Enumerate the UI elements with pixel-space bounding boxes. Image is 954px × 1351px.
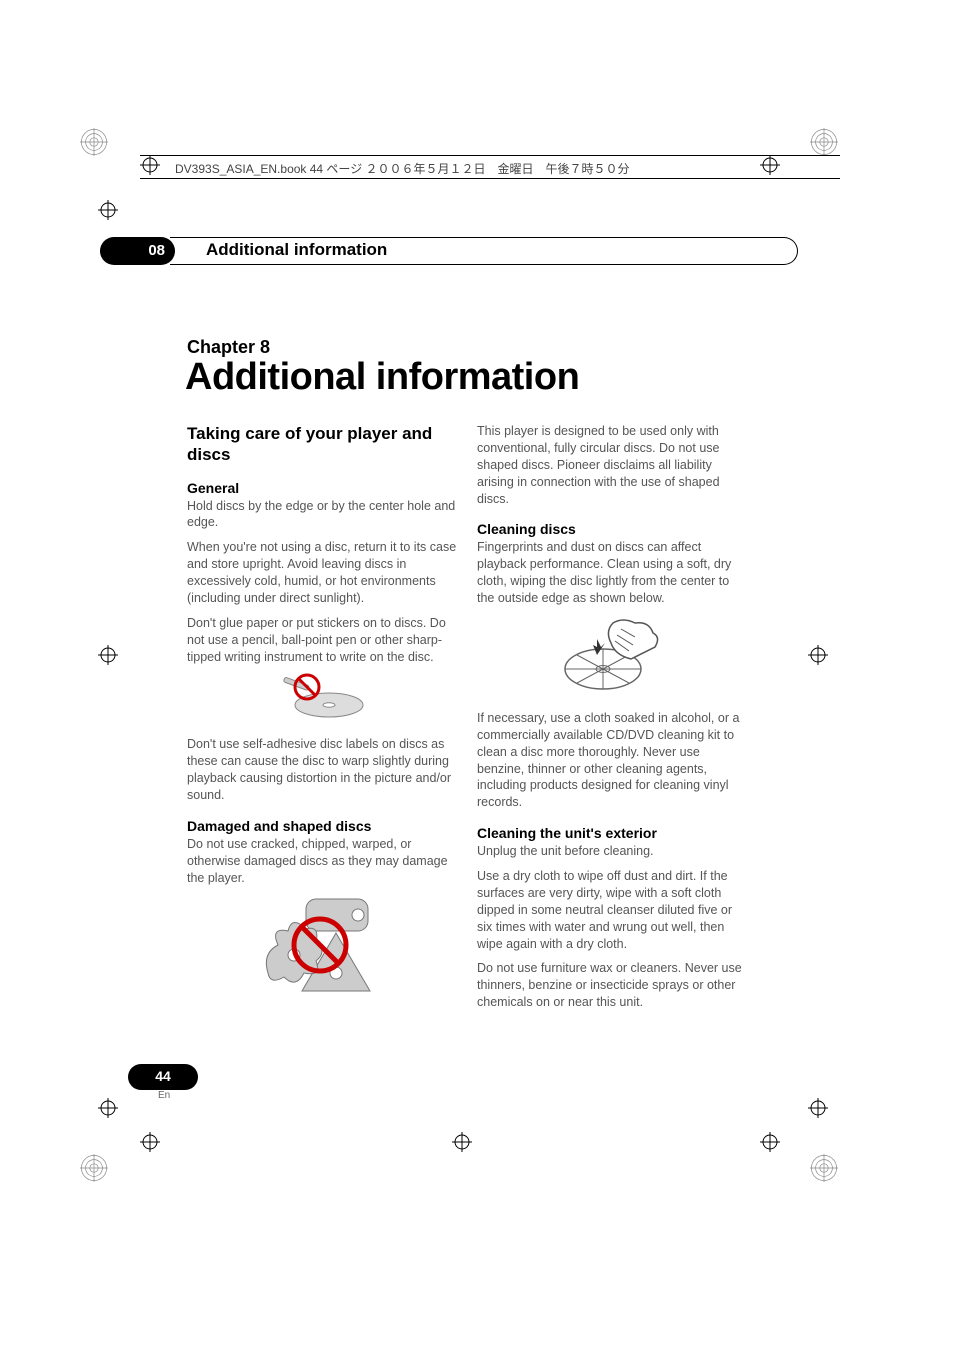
crosshair-icon <box>760 155 780 175</box>
section-header-bar: 08 Additional information <box>100 237 800 267</box>
page-number-pill: 44 <box>128 1064 198 1090</box>
paragraph: This player is designed to be used only … <box>477 423 747 507</box>
shaped-discs-prohibited-figure <box>187 895 457 1000</box>
paragraph: Do not use cracked, chipped, warped, or … <box>187 836 457 887</box>
hand-wiping-disc-figure <box>477 615 747 700</box>
paragraph: When you're not using a disc, return it … <box>187 539 457 607</box>
registration-mark-bottom-right <box>810 1154 838 1182</box>
crosshair-icon <box>808 1098 828 1118</box>
paragraph: Fingerprints and dust on discs can affec… <box>477 539 747 607</box>
crosshair-icon <box>452 1132 472 1152</box>
chapter-title: Additional information <box>185 356 579 399</box>
header-rule <box>140 178 840 179</box>
crosshair-icon <box>98 200 118 220</box>
paragraph: Don't glue paper or put stickers on to d… <box>187 615 457 666</box>
disc-no-pencil-figure <box>187 673 457 726</box>
paragraph: Don't use self-adhesive disc labels on d… <box>187 736 457 804</box>
registration-mark-top-left <box>80 128 108 156</box>
paragraph: If necessary, use a cloth soaked in alco… <box>477 710 747 811</box>
page-language: En <box>158 1090 170 1101</box>
crosshair-icon <box>140 1132 160 1152</box>
crosshair-icon <box>98 645 118 665</box>
heading-taking-care: Taking care of your player and discs <box>187 423 457 466</box>
crosshair-icon <box>808 645 828 665</box>
heading-damaged: Damaged and shaped discs <box>187 818 457 834</box>
crosshair-icon <box>140 155 160 175</box>
crosshair-icon <box>760 1132 780 1152</box>
header-rule <box>140 155 840 156</box>
paragraph: Hold discs by the edge or by the center … <box>187 498 457 532</box>
registration-mark-top-right <box>810 128 838 156</box>
section-title: Additional information <box>206 240 387 260</box>
crosshair-icon <box>98 1098 118 1118</box>
left-column: Taking care of your player and discs Gen… <box>187 423 457 1010</box>
paragraph: Do not use furniture wax or cleaners. Ne… <box>477 960 747 1011</box>
section-number-pill: 08 <box>100 237 175 265</box>
heading-cleaning-exterior: Cleaning the unit's exterior <box>477 825 747 841</box>
heading-general: General <box>187 480 457 496</box>
registration-mark-bottom-left <box>80 1154 108 1182</box>
paragraph: Use a dry cloth to wipe off dust and dir… <box>477 868 747 952</box>
right-column: This player is designed to be used only … <box>477 423 747 1019</box>
page-number: 44 <box>155 1068 171 1084</box>
book-header-text: DV393S_ASIA_EN.book 44 ページ ２００６年５月１２日 金曜… <box>175 160 630 177</box>
heading-cleaning-discs: Cleaning discs <box>477 521 747 537</box>
section-number: 08 <box>148 242 165 259</box>
paragraph: Unplug the unit before cleaning. <box>477 843 747 860</box>
chapter-label: Chapter 8 <box>187 337 270 358</box>
